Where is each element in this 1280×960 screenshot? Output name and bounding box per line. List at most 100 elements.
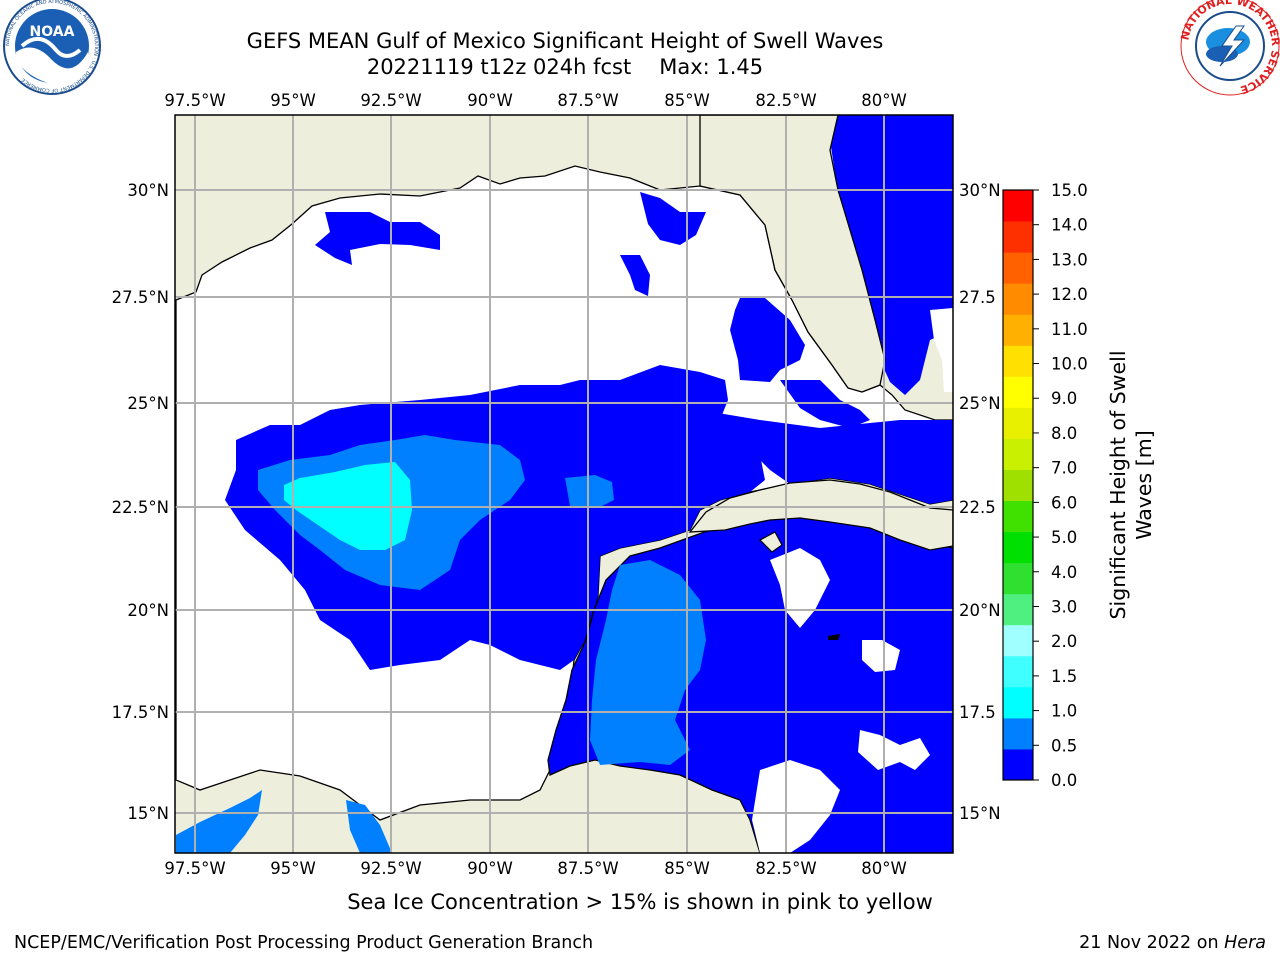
missing-patch-4 — [930, 308, 953, 392]
swell-band-sw-0.5-1.0 — [176, 790, 262, 853]
colorbar-tick-label: 8.0 — [1051, 424, 1077, 443]
lat-labels-right: 30°N 27.5 25°N 22.5 20°N 17.5 15°N — [959, 181, 1001, 823]
colorbar-swatch — [1003, 593, 1033, 626]
lat-label: 27.5°N — [112, 288, 169, 307]
colorbar-tick-label: 11.0 — [1051, 320, 1088, 339]
lon-labels-top: 97.5°W 95°W 92.5°W 90°W 87.5°W 85°W 82.5… — [164, 91, 906, 110]
lon-label: 85°W — [664, 859, 710, 878]
cuba-land — [688, 479, 953, 551]
colorbar-swatch — [1003, 562, 1033, 595]
lon-label: 97.5°W — [164, 91, 225, 110]
lon-label: 97.5°W — [164, 859, 225, 878]
run-label: 20221119 t12z 024h fcst — [366, 55, 632, 79]
swell-band-se — [700, 410, 953, 504]
lat-labels-left: 30°N 27.5°N 25°N 22.5°N 20°N 17.5°N 15°N — [112, 181, 169, 823]
colorbar-title: Significant Height of Swell Waves [m] — [1106, 350, 1156, 619]
colorbar-swatch — [1003, 190, 1033, 222]
colorbar-swatch — [1003, 531, 1033, 564]
map-title: GEFS MEAN Gulf of Mexico Significant Hei… — [246, 29, 884, 53]
lat-label: 20°N — [127, 601, 169, 620]
colorbar-tick-label: 1.5 — [1051, 667, 1077, 686]
colorbar-title-line1: Significant Height of Swell — [1106, 350, 1130, 619]
noaa-logo-text: NOAA — [30, 24, 75, 40]
map-subtitle: 20221119 t12z 024h fcst Max: 1.45 — [0, 54, 1130, 80]
lon-label: 92.5°W — [360, 859, 421, 878]
lon-label: 92.5°W — [360, 91, 421, 110]
colorbar-tick-label: 4.0 — [1051, 563, 1077, 582]
lon-label: 85°W — [664, 91, 710, 110]
colorbar-tick-label: 0.0 — [1051, 771, 1077, 790]
footer-org: NCEP/EMC/Verification Post Processing Pr… — [14, 933, 594, 953]
florida-land — [699, 115, 886, 393]
colorbar-swatch — [1003, 624, 1033, 657]
nws-logo: NATIONAL WEATHER SERVICE — [1178, 0, 1280, 97]
lon-label: 82.5°W — [755, 91, 816, 110]
footer-host: Hera — [1224, 933, 1266, 953]
map-area — [175, 115, 953, 853]
colorbar-tick-label: 10.0 — [1051, 355, 1088, 374]
lat-label: 30°N — [959, 181, 1001, 200]
lat-label: 30°N — [127, 181, 169, 200]
lon-label: 90°W — [467, 859, 513, 878]
colorbar-swatch — [1003, 686, 1033, 719]
lon-label: 95°W — [270, 859, 316, 878]
lat-label: 20°N — [959, 601, 1001, 620]
lat-label: 27.5 — [959, 288, 996, 307]
jamaica-land — [828, 634, 840, 640]
swell-patch-n2 — [620, 255, 650, 296]
colorbar-tick-label: 6.0 — [1051, 493, 1077, 512]
swell-patch-0.5-1.0-b — [565, 475, 614, 508]
missing-patch-2 — [752, 760, 840, 853]
colorbar-swatch — [1003, 500, 1033, 533]
graticule — [175, 115, 953, 853]
noaa-logo: NOAA NATIONAL OCEANIC AND ATMOSPHERIC AD… — [3, 0, 101, 95]
colorbar-swatch — [1003, 283, 1033, 315]
atlantic-water — [830, 115, 953, 395]
lat-label: 25°N — [959, 394, 1001, 413]
lon-label: 82.5°W — [755, 859, 816, 878]
colorbar-frame — [1002, 189, 1034, 781]
colorbar-swatch — [1003, 314, 1033, 346]
lat-label: 22.5°N — [112, 498, 169, 517]
colorbar-swatch — [1003, 748, 1033, 781]
colorbar-tick-label: 7.0 — [1051, 459, 1077, 478]
colorbar-swatch — [1003, 376, 1033, 408]
lon-label: 80°W — [861, 91, 907, 110]
swell-band-0-0.5 — [225, 365, 765, 670]
colorbar-tick-label: 15.0 — [1051, 181, 1088, 200]
missing-patch-5 — [858, 730, 930, 770]
colorbar-swatch — [1003, 407, 1033, 439]
swell-patch-n — [640, 192, 706, 245]
colorbar-ticks: 15.0 14.0 13.0 12.0 11.0 10.0 9.0 8.0 7.0 6.0 5.0 4… — [1051, 181, 1088, 790]
colorbar-tick-label: 1.0 — [1051, 702, 1077, 721]
lon-label: 95°W — [270, 91, 316, 110]
lon-label: 90°W — [467, 91, 513, 110]
colorbar-swatch — [1003, 438, 1033, 470]
colorbar-tick-label: 2.0 — [1051, 632, 1077, 651]
footer-date: 21 Nov 2022 on Hera — [1079, 933, 1266, 953]
max-label: Max: 1.45 — [659, 55, 764, 79]
swell-band-caribbean-0.5-1.0 — [590, 560, 706, 765]
lat-label: 25°N — [127, 394, 169, 413]
swell-patch-nw — [315, 212, 440, 265]
footer-date-text: 21 Nov 2022 on — [1079, 933, 1219, 953]
lon-label: 80°W — [861, 859, 907, 878]
sea-ice-caption: Sea Ice Concentration > 15% is shown in … — [347, 890, 933, 914]
colorbar-tick-label: 12.0 — [1051, 285, 1088, 304]
colorbar-tick-label: 5.0 — [1051, 528, 1077, 547]
colorbar-title-line2: Waves [m] — [1132, 430, 1156, 539]
colorbar-swatch — [1003, 655, 1033, 688]
colorbar-tick-label: 9.0 — [1051, 389, 1077, 408]
colorbar-swatch — [1003, 469, 1033, 502]
colorbar-swatch — [1003, 717, 1033, 750]
colorbar — [1002, 189, 1039, 781]
map-frame — [174, 114, 954, 854]
lon-label: 87.5°W — [557, 91, 618, 110]
colorbar-tick-label: 3.0 — [1051, 597, 1077, 616]
colorbar-tick-label: 0.5 — [1051, 736, 1077, 755]
lon-label: 87.5°W — [557, 859, 618, 878]
colorbar-swatch — [1003, 252, 1033, 284]
colorbar-tick-label: 13.0 — [1051, 250, 1088, 269]
colorbar-tick-label: 14.0 — [1051, 216, 1088, 235]
